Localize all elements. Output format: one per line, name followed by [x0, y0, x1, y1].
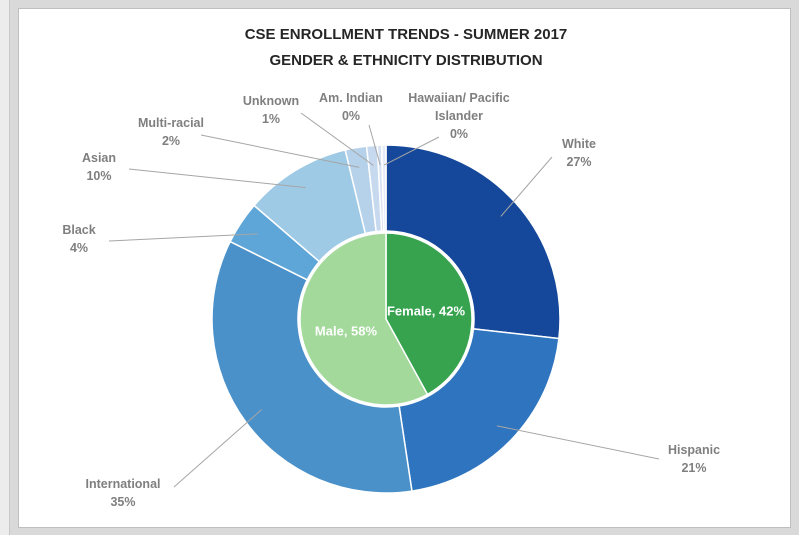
data-label: Black 4% [14, 221, 144, 257]
slice [299, 232, 429, 406]
data-label: Hispanic 21% [629, 441, 759, 477]
data-label: Multi-racial 2% [106, 114, 236, 150]
slice [385, 232, 473, 396]
value-label: 2% [161, 134, 181, 148]
value-label: 0% [341, 109, 361, 123]
leader-line [496, 425, 660, 460]
leader-line [200, 134, 360, 168]
category-label: Asian [81, 151, 117, 165]
value-label: 0% [449, 127, 469, 141]
value-label: 35% [110, 495, 136, 509]
slice [380, 144, 387, 232]
side-bar [0, 0, 10, 535]
value-label: Male, 58% [314, 323, 378, 339]
leader-line [300, 112, 374, 166]
leader-line [368, 124, 381, 166]
slice [385, 144, 561, 340]
data-label: Asian 10% [34, 149, 164, 185]
value-label: Female, 42% [386, 303, 466, 319]
chart-title: CSE ENROLLMENT TRENDS - SUMMER 2017 [245, 26, 568, 43]
data-label: Unknown 1% [206, 92, 336, 128]
category-label: Am. Indian [319, 91, 383, 105]
data-label: White 27% [514, 135, 644, 171]
value-label: 10% [86, 169, 112, 183]
category-label: Hawaiian/ Pacific Islander [408, 91, 510, 123]
chart-subtitle: GENDER & ETHNICITY DISTRIBUTION [269, 52, 542, 69]
value-label: 1% [261, 112, 281, 126]
data-label: Hawaiian/ Pacific Islander 0% [404, 89, 514, 143]
value-label: 4% [69, 241, 89, 255]
data-label: Am. Indian 0% [286, 89, 416, 125]
category-label: Hispanic [667, 443, 721, 457]
leader-line [108, 233, 258, 242]
data-label: International 35% [58, 475, 188, 511]
slice [211, 240, 413, 494]
value-label: 21% [681, 461, 707, 475]
chart: CSE ENROLLMENT TRENDS - SUMMER 2017 GEND… [108, 26, 660, 494]
category-label: International [85, 477, 161, 491]
category-label: Unknown [242, 94, 300, 108]
category-label: Black [62, 223, 96, 237]
leader-line [128, 168, 306, 189]
chart-panel: CSE ENROLLMENT TRENDS - SUMMER 2017 GEND… [18, 8, 791, 528]
leader-line [383, 136, 440, 166]
category-label: Multi-racial [138, 116, 204, 130]
value-label: 27% [566, 155, 592, 169]
leader-line [500, 156, 553, 217]
leader-line [173, 409, 262, 488]
category-label: White [561, 137, 597, 151]
slice [398, 328, 560, 492]
